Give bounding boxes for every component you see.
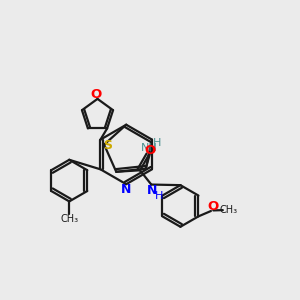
- Text: O: O: [144, 144, 155, 157]
- Text: H: H: [153, 138, 161, 148]
- Text: O: O: [208, 200, 219, 213]
- Text: H: H: [154, 191, 163, 201]
- Text: O: O: [90, 88, 102, 100]
- Text: N: N: [147, 184, 158, 197]
- Text: S: S: [103, 139, 112, 152]
- Text: NH: NH: [141, 143, 158, 153]
- Text: CH₃: CH₃: [60, 214, 78, 224]
- Text: N: N: [121, 183, 131, 196]
- Text: CH₃: CH₃: [220, 205, 238, 214]
